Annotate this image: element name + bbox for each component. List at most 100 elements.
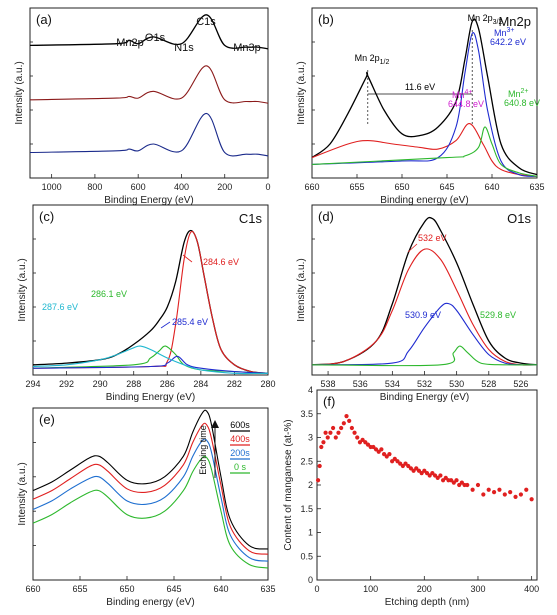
x-tick-label: 0	[314, 584, 319, 594]
legend-entry: 0 s	[234, 462, 247, 472]
species-label: Mn2+	[508, 88, 529, 99]
panel-label: (e)	[39, 412, 55, 427]
legend-entry: 200s	[230, 448, 250, 458]
series-line	[29, 14, 269, 50]
y-tick-label: 1.5	[300, 504, 313, 514]
legend-arrowhead	[211, 420, 219, 428]
peak-label: 285.4 eV	[172, 317, 208, 327]
x-tick-label: 660	[304, 182, 319, 192]
x-tick-label: 534	[385, 379, 400, 389]
data-point	[408, 466, 414, 471]
data-point	[529, 497, 534, 502]
legend-entry: 400s	[230, 434, 250, 444]
peak-label: 284.6 eV	[203, 257, 239, 267]
data-point	[424, 471, 430, 476]
data-point	[443, 475, 448, 480]
y-tick-label: 3	[308, 433, 313, 443]
data-point	[451, 480, 456, 485]
data-point	[339, 425, 344, 431]
y-axis-label: Intensity (a.u.)	[14, 61, 25, 124]
panel-label: (c)	[39, 209, 54, 224]
peak-label-main: Mn 2p	[355, 53, 380, 63]
panel-6: 0 100 200 300 400 0 0.5 1 1.5 2 2.5 3 3.5 4 Etching de…	[283, 385, 539, 608]
plot-frame	[29, 7, 269, 179]
data-point	[486, 487, 491, 492]
y-tick-label: 2	[308, 480, 313, 490]
species-label-main: Mn	[508, 89, 521, 99]
x-tick-label: 282	[227, 379, 242, 389]
data-point	[416, 468, 422, 473]
data-point	[395, 459, 400, 464]
y-axis-label: Intensity (a.u.)	[17, 258, 28, 321]
x-tick-label: 640	[484, 182, 499, 192]
x-axis-label: Binding Energy (eV)	[104, 195, 194, 206]
x-tick-label: 1000	[42, 182, 62, 192]
series-line	[32, 345, 269, 374]
species-label: Mn3+	[494, 27, 515, 38]
y-tick-label: 3.5	[300, 409, 313, 419]
x-tick-label: 645	[439, 182, 454, 192]
data-point	[440, 478, 446, 483]
data-point	[459, 480, 464, 485]
data-point	[406, 463, 411, 469]
data-point	[379, 447, 384, 452]
plot-frame	[32, 204, 269, 376]
x-tick-label: 645	[166, 584, 181, 594]
species-label-sup: 3+	[507, 27, 515, 34]
data-point	[355, 435, 360, 440]
data-point	[371, 444, 376, 450]
species-label-sup: 4+	[465, 89, 473, 96]
y-axis-label: Content of manganese (at-%)	[283, 419, 294, 550]
plot-frame	[311, 204, 538, 376]
peak-label: Mn 2p3/2	[468, 13, 503, 26]
data-point	[449, 478, 454, 483]
x-tick-label: 650	[119, 584, 134, 594]
x-tick-label: 640	[213, 584, 228, 594]
series-line	[311, 123, 538, 177]
peak-label: Mn 2p1/2	[355, 53, 390, 66]
panel-5: 660 655 650 645 640 635 Binding energy (eV) Int…	[17, 407, 276, 608]
x-tick-label: 650	[394, 182, 409, 192]
x-axis-label: Binding energy (eV)	[380, 195, 468, 206]
data-point	[502, 492, 507, 497]
data-point	[497, 487, 502, 492]
panel-title: O1s	[507, 211, 531, 226]
data-point	[365, 442, 371, 447]
x-tick-label: 536	[353, 379, 368, 389]
x-tick-label: 600	[131, 182, 146, 192]
data-point	[321, 440, 326, 445]
series-line	[32, 438, 269, 562]
panel-2: 660 655 650 645 640 635 Binding energy (eV) Int…	[296, 7, 545, 206]
x-tick-label: 200	[217, 182, 232, 192]
y-axis-label: Intensity (a.u.)	[17, 462, 28, 525]
y-axis-label: Intensity (a.u.)	[296, 61, 307, 124]
pointer	[407, 243, 418, 253]
data-point	[315, 478, 321, 483]
series-line	[32, 345, 269, 375]
x-tick-label: 286	[160, 379, 175, 389]
data-point	[381, 452, 387, 457]
x-tick-label: 280	[260, 379, 275, 389]
panel-title: Mn2p	[498, 14, 531, 29]
species-label-main: Mn	[452, 90, 465, 100]
data-point	[373, 447, 379, 452]
data-point	[323, 430, 328, 435]
data-point	[352, 430, 357, 435]
x-tick-label: 532	[417, 379, 432, 389]
peak-label-main: Mn 2p	[468, 13, 493, 23]
splitting-label: 11.6 eV	[405, 82, 435, 92]
data-point	[349, 425, 354, 431]
panel-1: 1000 800 600 400 200 0 Binding Energy (eV) Inte…	[14, 7, 271, 206]
peak-label: 532 eV	[418, 233, 447, 243]
data-point	[398, 461, 403, 466]
panel-label: (f)	[323, 394, 335, 409]
data-point	[387, 452, 392, 457]
data-point	[524, 487, 529, 492]
y-tick-label: 0	[308, 575, 313, 585]
peak-label: 529.8 eV	[480, 310, 516, 320]
data-point	[411, 468, 416, 473]
data-point	[376, 449, 381, 454]
data-point	[470, 487, 475, 492]
x-tick-label: 292	[59, 379, 74, 389]
data-point	[475, 482, 481, 488]
